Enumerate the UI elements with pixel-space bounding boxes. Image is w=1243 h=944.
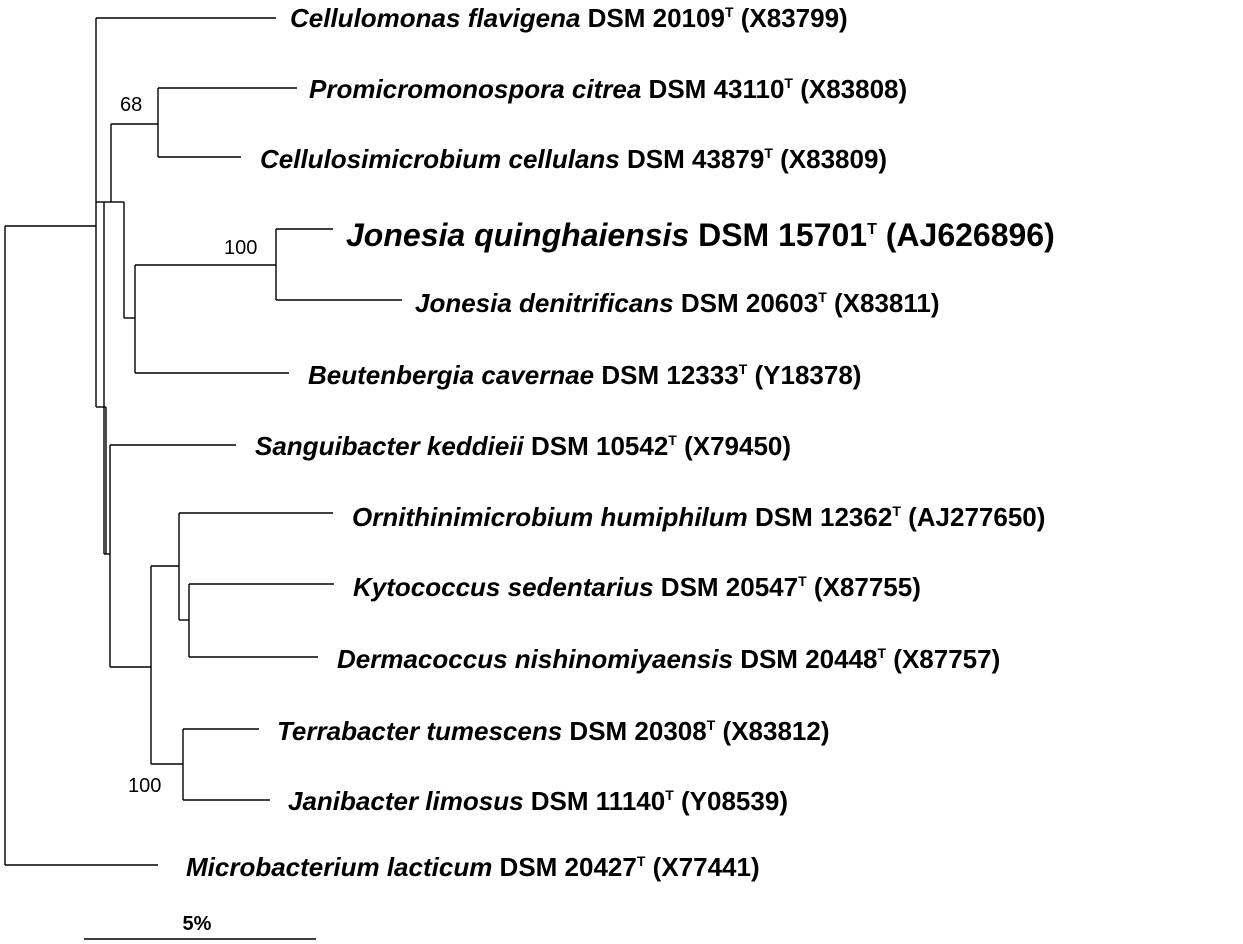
taxon-label-cellulosimicrobium-cellulans: Cellulosimicrobium cellulans DSM 43879T … xyxy=(260,144,887,174)
taxon-labels: Cellulomonas flavigena DSM 20109T (X8379… xyxy=(186,3,1055,882)
tree-branches xyxy=(4,17,402,866)
taxon-label-beutenbergia-cavernae: Beutenbergia cavernae DSM 12333T (Y18378… xyxy=(308,360,861,390)
scale-bar-label: 5% xyxy=(183,913,212,935)
bootstrap-values: 68 100 100 xyxy=(120,94,257,797)
taxon-label-sanguibacter-keddieii: Sanguibacter keddieii DSM 10542T (X79450… xyxy=(255,431,791,461)
scale-bar: 5% xyxy=(84,913,316,940)
taxon-label-jonesia-quinghaiensis: Jonesia quinghaiensis DSM 15701T (AJ6268… xyxy=(346,217,1055,253)
taxon-label-janibacter-limosus: Janibacter limosus DSM 11140T (Y08539) xyxy=(288,786,788,816)
taxon-label-cellulomonas-flavigena: Cellulomonas flavigena DSM 20109T (X8379… xyxy=(290,3,848,33)
bootstrap-terrabacter-janibacter-clade: 100 xyxy=(128,775,161,797)
taxon-label-promicromonospora-citrea: Promicromonospora citrea DSM 43110T (X83… xyxy=(309,74,907,104)
taxon-label-jonesia-denitrificans: Jonesia denitrificans DSM 20603T (X83811… xyxy=(415,288,940,318)
bootstrap-promicromonospora-clade: 68 xyxy=(120,94,142,116)
taxon-label-kytococcus-sedentarius: Kytococcus sedentarius DSM 20547T (X8775… xyxy=(353,572,921,602)
taxon-label-terrabacter-tumescens: Terrabacter tumescens DSM 20308T (X83812… xyxy=(277,716,830,746)
taxon-label-ornithinimicrobium-humiphilum: Ornithinimicrobium humiphilum DSM 12362T… xyxy=(352,502,1045,532)
bootstrap-jonesia-clade: 100 xyxy=(224,237,257,259)
taxon-label-microbacterium-lacticum: Microbacterium lacticum DSM 20427T (X774… xyxy=(186,852,760,882)
taxon-label-dermacoccus-nishinomiyaensis: Dermacoccus nishinomiyaensis DSM 20448T … xyxy=(337,644,1000,674)
